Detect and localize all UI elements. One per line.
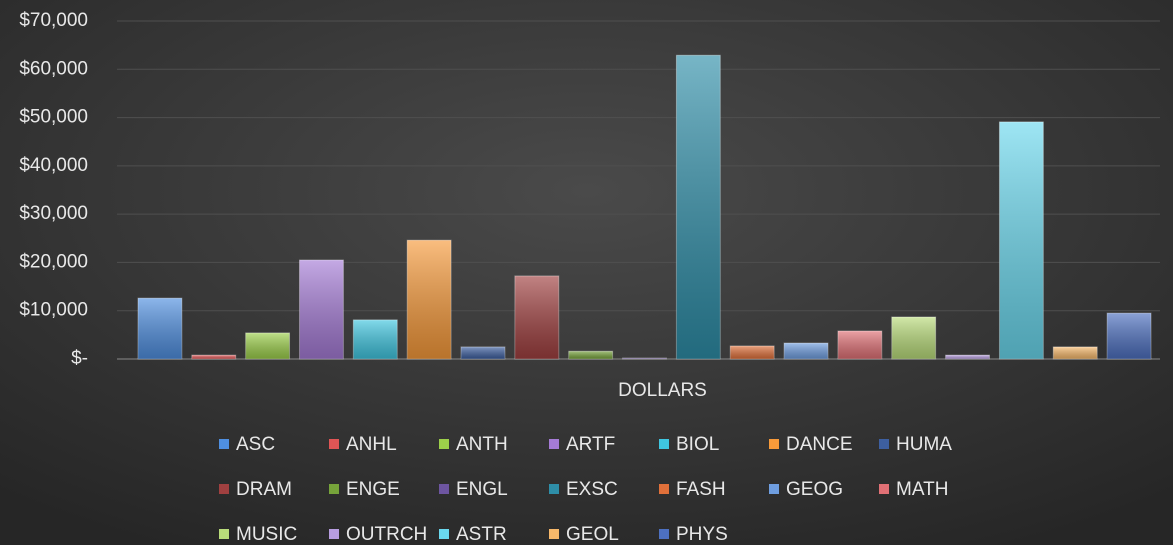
legend-swatch xyxy=(219,484,229,494)
legend-label: DANCE xyxy=(786,434,853,455)
bar-shine xyxy=(999,121,1044,359)
y-tick-label: $- xyxy=(71,348,88,369)
legend-label: HUMA xyxy=(896,434,952,455)
legend-label: ASTR xyxy=(456,524,507,545)
legend-label: GEOL xyxy=(566,524,619,545)
legend-label: GEOG xyxy=(786,479,843,500)
bar-shine xyxy=(891,316,936,359)
legend-swatch xyxy=(659,484,669,494)
legend-label: FASH xyxy=(676,479,726,500)
x-tick-label: DOLLARS xyxy=(618,380,707,401)
bar-shine xyxy=(407,240,452,359)
bar-shine xyxy=(676,55,721,359)
legend-swatch xyxy=(219,439,229,449)
legend-swatch xyxy=(879,439,889,449)
legend-label: EXSC xyxy=(566,479,618,500)
bar-shine xyxy=(784,343,828,359)
legend-label: ANTH xyxy=(456,434,508,455)
legend-swatch xyxy=(549,529,559,539)
legend-swatch xyxy=(549,484,559,494)
legend-swatch xyxy=(659,439,669,449)
y-tick-label: $50,000 xyxy=(19,107,88,128)
bar-shine xyxy=(730,345,775,359)
legend-swatch xyxy=(659,529,669,539)
legend-label: MUSIC xyxy=(236,524,297,545)
legend-label: ARTF xyxy=(566,434,615,455)
y-tick-label: $10,000 xyxy=(19,300,88,321)
y-tick-label: $70,000 xyxy=(19,10,88,31)
y-tick-label: $30,000 xyxy=(19,203,88,224)
legend-label: MATH xyxy=(896,479,948,500)
legend-swatch xyxy=(769,439,779,449)
bar-shine xyxy=(622,358,667,359)
legend-swatch xyxy=(769,484,779,494)
legend-swatch xyxy=(329,484,339,494)
legend-label: BIOL xyxy=(676,434,719,455)
y-tick-label: $40,000 xyxy=(19,155,88,176)
legend-swatch xyxy=(439,484,449,494)
bar-shine xyxy=(299,260,344,359)
bar-shine xyxy=(245,332,290,359)
bar-shine xyxy=(138,298,182,359)
legend-swatch xyxy=(329,439,339,449)
bar-shine xyxy=(568,351,613,359)
bar-shine xyxy=(1107,313,1151,359)
bar-shine xyxy=(353,319,398,359)
legend-label: PHYS xyxy=(676,524,728,545)
bar-shine xyxy=(514,275,559,359)
legend-label: OUTRCH xyxy=(346,524,427,545)
bar-shine xyxy=(837,330,882,359)
legend-swatch xyxy=(219,529,229,539)
bar-shine xyxy=(461,346,505,359)
legend-swatch xyxy=(879,484,889,494)
legend-label: DRAM xyxy=(236,479,292,500)
legend-label: ENGE xyxy=(346,479,400,500)
legend-swatch xyxy=(439,439,449,449)
bar-shine xyxy=(191,355,236,359)
legend-swatch xyxy=(549,439,559,449)
legend-swatch xyxy=(329,529,339,539)
legend-label: ENGL xyxy=(456,479,508,500)
bar-shine xyxy=(1053,346,1098,359)
legend-label: ANHL xyxy=(346,434,397,455)
y-tick-label: $20,000 xyxy=(19,251,88,272)
y-tick-label: $60,000 xyxy=(19,58,88,79)
legend-label: ASC xyxy=(236,434,275,455)
legend-swatch xyxy=(439,529,449,539)
bar-shine xyxy=(945,355,990,359)
